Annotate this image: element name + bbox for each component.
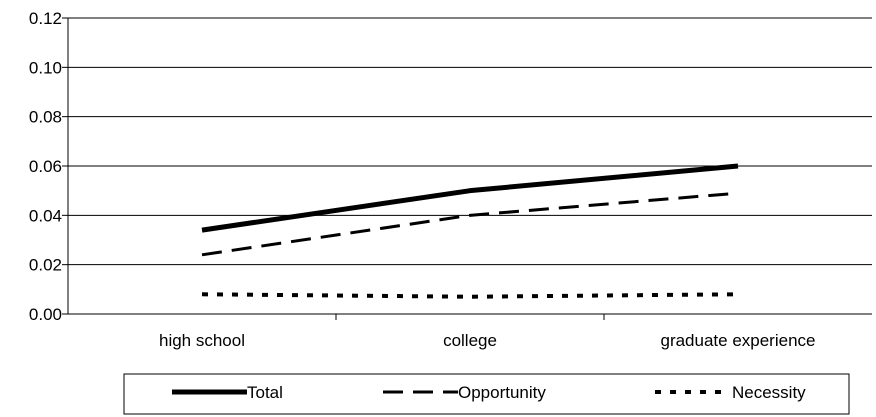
- y-tick-label: 0.12: [29, 9, 62, 28]
- legend-label-necessity: Necessity: [732, 383, 806, 402]
- y-axis-ticks: 0.00 0.02 0.04 0.06 0.08 0.10 0.12: [29, 9, 68, 324]
- legend-label-total: Total: [247, 383, 283, 402]
- y-tick-label: 0.08: [29, 108, 62, 127]
- legend-item-total: Total: [172, 383, 283, 402]
- x-tick-label: graduate experience: [660, 331, 815, 350]
- series-line-necessity: [201, 292, 739, 299]
- series-line-total: [201, 163, 739, 233]
- y-tick-label: 0.10: [29, 58, 62, 77]
- y-tick-label: 0.00: [29, 305, 62, 324]
- gridlines: [68, 17, 872, 266]
- x-tick-label: high school: [159, 331, 245, 350]
- series-lines: [201, 163, 739, 299]
- y-tick-label: 0.02: [29, 256, 62, 275]
- series-line-opportunity: [201, 191, 739, 257]
- x-axis-ticks: high school college graduate experience: [159, 314, 816, 350]
- y-tick-label: 0.06: [29, 157, 62, 176]
- legend-label-opportunity: Opportunity: [458, 383, 546, 402]
- legend-item-necessity: Necessity: [655, 383, 806, 402]
- x-tick-label: college: [443, 331, 497, 350]
- legend-item-opportunity: Opportunity: [383, 383, 546, 402]
- legend: Total Opportunity Necessity: [123, 373, 850, 415]
- y-tick-label: 0.04: [29, 206, 62, 225]
